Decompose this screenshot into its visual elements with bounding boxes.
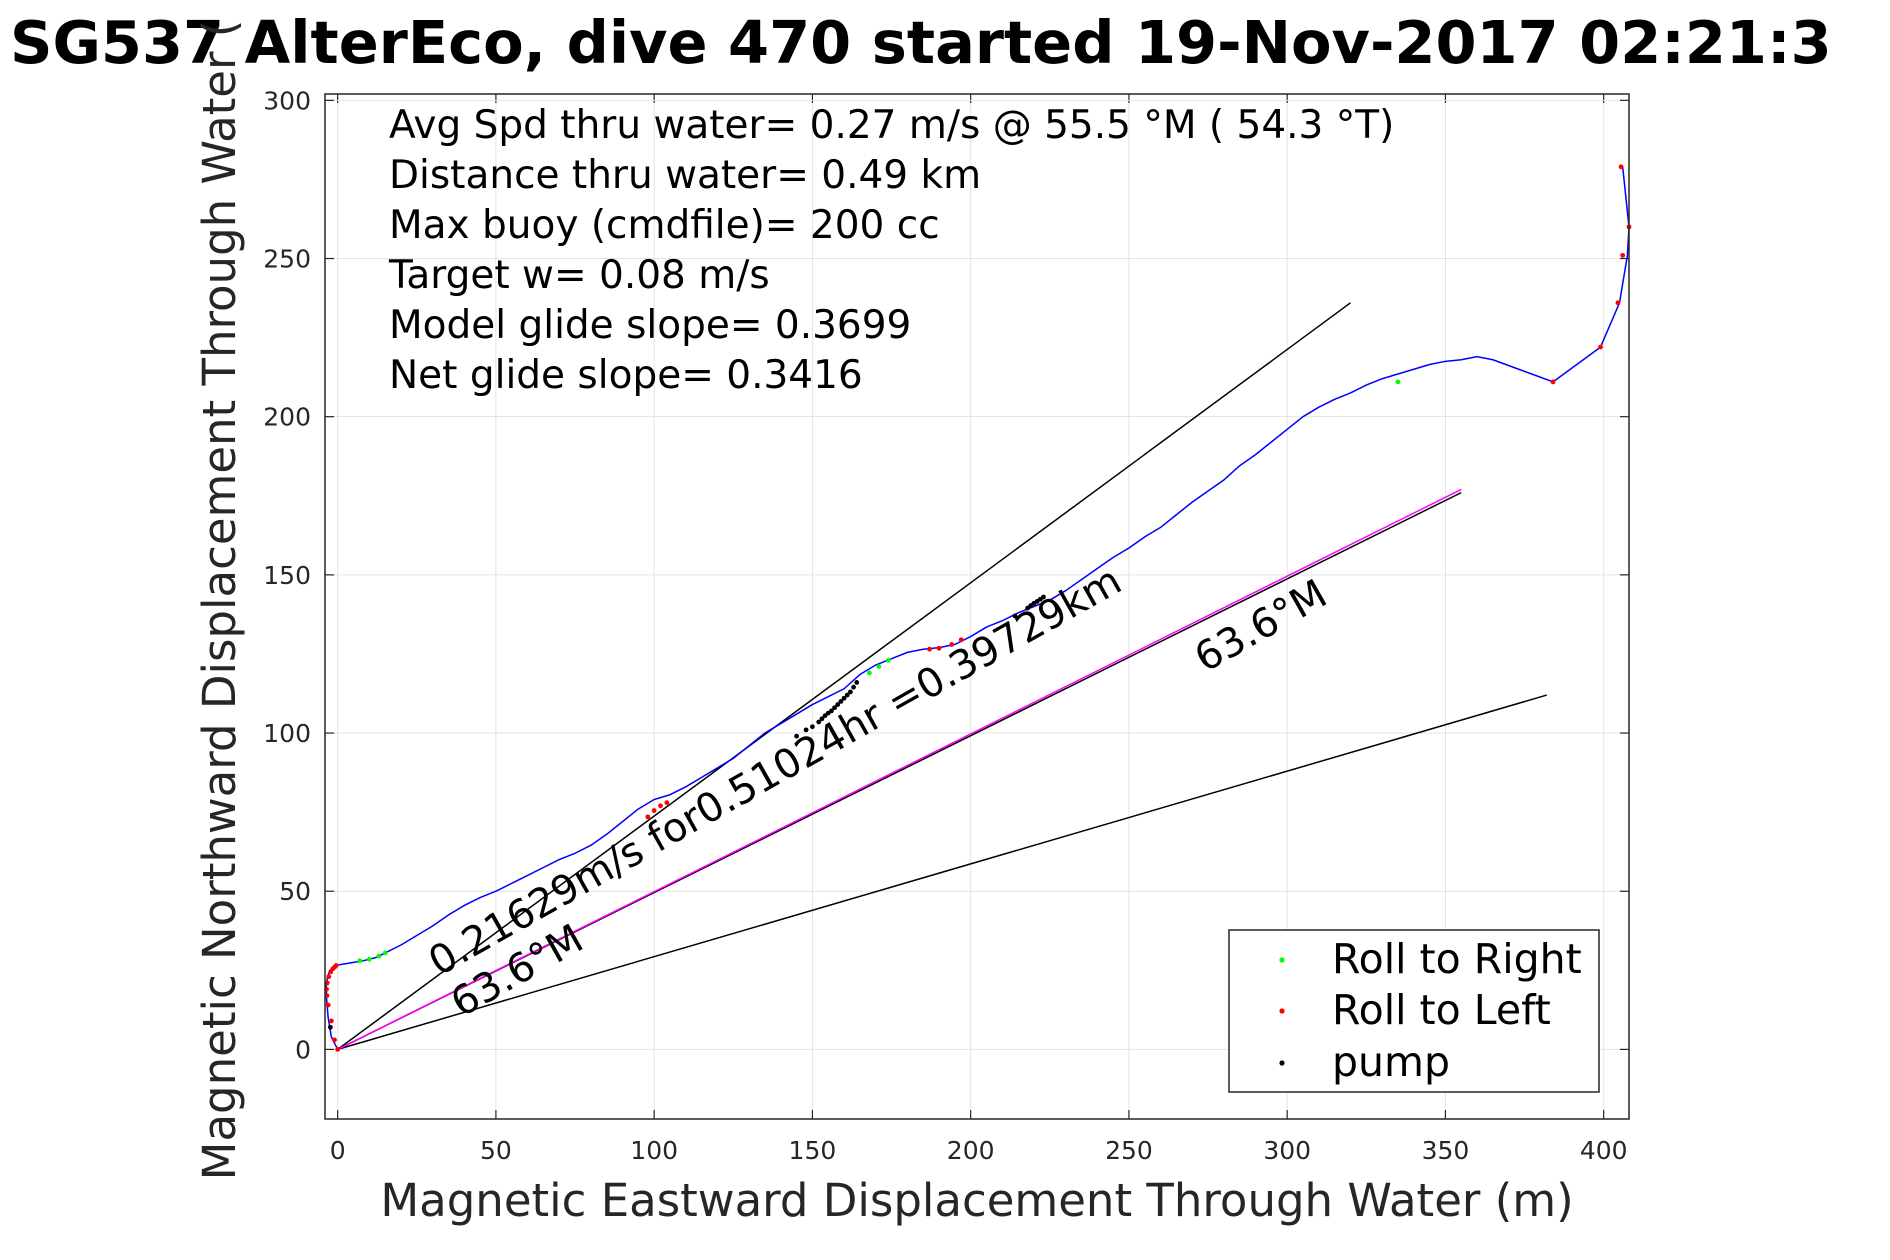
marker-pump — [803, 727, 809, 733]
marker-roll-to-left — [1550, 379, 1556, 385]
tick-labels: 0 50 100 150 200 250 300 350 400 0 50 100 150 200 250 3… — [263, 86, 1627, 1165]
marker-pump — [794, 733, 799, 739]
marker-roll-to-left — [332, 1037, 337, 1043]
marker-pump — [835, 702, 841, 707]
marker-roll-to-left — [333, 963, 339, 968]
marker-pump — [1012, 613, 1018, 619]
legend-label-pump: pump — [1332, 1038, 1450, 1086]
track-layer — [325, 166, 1630, 1050]
marker-roll-to-left — [949, 642, 955, 647]
legend: Roll to Right Roll to Left pump — [1228, 929, 1600, 1093]
marker-roll-to-right — [866, 670, 872, 676]
marker-roll-to-left — [1615, 300, 1621, 306]
marker-roll-to-left — [958, 637, 964, 643]
marker-roll-to-left — [325, 1002, 331, 1008]
marker-roll-to-left — [1620, 252, 1626, 258]
reference-lines — [337, 302, 1547, 1051]
y-tick-label: 100 — [263, 719, 311, 748]
y-tick-label: 250 — [263, 245, 311, 274]
marker-pump — [844, 692, 850, 698]
marker-roll-to-right — [876, 664, 882, 670]
legend-marker-pump — [1279, 1060, 1285, 1066]
marker-pump — [327, 1024, 333, 1030]
marker-roll-to-right — [1395, 379, 1401, 385]
marker-roll-to-left — [1598, 344, 1603, 350]
marker-roll-to-left — [927, 646, 932, 652]
info-line: Net glide slope= 0.3416 — [389, 353, 863, 398]
legend-label-roll-right: Roll to Right — [1332, 935, 1582, 983]
info-line: Distance thru water= 0.49 km — [389, 153, 981, 198]
chart-title: SG537 AlterEco, dive 470 started 19-Nov-… — [10, 8, 1832, 77]
marker-roll-to-right — [357, 958, 363, 964]
legend-marker-roll-right — [1279, 957, 1285, 963]
info-line: Max buoy (cmdfile)= 200 cc — [389, 203, 940, 248]
info-line: Avg Spd thru water= 0.27 m/s @ 55.5 °M (… — [389, 103, 1394, 148]
legend-box — [1228, 929, 1600, 1093]
y-axis-label: Magnetic Northward Displacement Through … — [193, 20, 246, 1181]
reference-line — [337, 694, 1547, 1051]
info-text: Avg Spd thru water= 0.27 m/s @ 55.5 °M (… — [388, 103, 1394, 398]
y-tick-label: 150 — [263, 561, 311, 590]
marker-pump — [841, 695, 847, 701]
x-axis-label: Magnetic Eastward Displacement Through W… — [380, 1174, 1573, 1227]
marker-roll-to-left — [1618, 164, 1624, 170]
legend-label-roll-left: Roll to Left — [1332, 986, 1551, 1034]
marker-roll-to-right — [382, 950, 388, 956]
x-tick-label: 50 — [480, 1136, 512, 1165]
marker-roll-to-right — [366, 956, 372, 962]
marker-roll-to-left — [936, 645, 942, 651]
reference-line — [337, 302, 1351, 1051]
x-tick-label: 0 — [330, 1136, 346, 1165]
marker-roll-to-left — [658, 803, 663, 809]
marker-roll-to-left — [645, 814, 651, 820]
x-tick-label: 250 — [1105, 1136, 1153, 1165]
glider-track-line — [325, 166, 1630, 1050]
marker-pump — [810, 724, 815, 730]
x-tick-label: 100 — [630, 1136, 678, 1165]
y-tick-label: 50 — [279, 877, 311, 906]
y-tick-label: 200 — [263, 403, 311, 432]
marker-pump — [829, 708, 834, 714]
x-tick-label: 300 — [1263, 1136, 1311, 1165]
marker-roll-to-right — [885, 657, 891, 663]
marker-pump — [1041, 594, 1046, 600]
marker-roll-to-left — [664, 800, 670, 806]
plot-frame — [324, 93, 1630, 1120]
legend-marker-roll-left — [1279, 1008, 1285, 1014]
marker-roll-to-right — [376, 953, 382, 959]
marker-pump — [854, 680, 860, 685]
marker-pump — [847, 689, 853, 695]
marker-pump — [851, 684, 856, 690]
x-tick-label: 350 — [1422, 1136, 1470, 1165]
marker-roll-to-left — [326, 974, 332, 980]
x-tick-label: 400 — [1580, 1136, 1628, 1165]
y-tick-label: 300 — [263, 86, 311, 115]
info-line: Target w= 0.08 m/s — [388, 253, 770, 298]
info-line: Model glide slope= 0.3699 — [389, 303, 911, 348]
marker-roll-to-left — [335, 1047, 341, 1052]
marker-roll-to-left — [651, 808, 657, 813]
x-tick-label: 150 — [789, 1136, 837, 1165]
y-tick-label: 0 — [295, 1035, 311, 1064]
marker-pump — [838, 699, 844, 704]
marker-pump — [819, 716, 825, 722]
marker-roll-to-left — [324, 980, 330, 986]
x-tick-label: 200 — [947, 1136, 995, 1165]
marker-pump — [816, 719, 822, 725]
marker-layer — [324, 164, 1632, 1052]
marker-pump — [832, 705, 837, 711]
reference-line — [337, 488, 1462, 1051]
marker-roll-to-left — [328, 1018, 334, 1024]
